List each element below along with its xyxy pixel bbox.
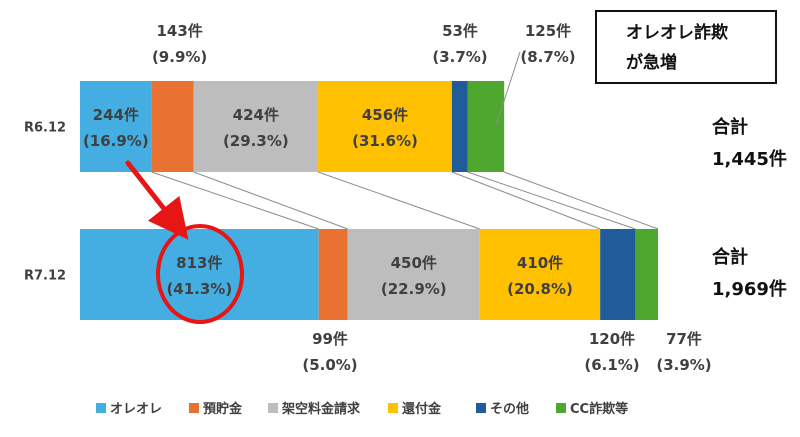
callout-text: オレオレ詐欺 xyxy=(626,22,728,43)
connector-line xyxy=(504,171,659,230)
legend-swatch-5 xyxy=(476,403,486,413)
bar-segment-6-R7.12 xyxy=(635,229,658,320)
legend: オレオレ 預貯金 架空料金請求 還付金 その他 CC詐欺等 xyxy=(96,401,628,417)
legend-swatch-4 xyxy=(388,403,398,413)
data-label-1-R6.12: 244件(16.9%) xyxy=(83,106,149,150)
data-label-4-R7.12: 410件(20.8%) xyxy=(507,254,573,298)
bar-segment-1-R6.12 xyxy=(80,81,152,172)
bar-segment-5-R6.12 xyxy=(451,81,468,172)
bar-segment-2-R6.12 xyxy=(151,81,194,172)
legend-label-5: その他 xyxy=(490,401,529,417)
callout-border xyxy=(595,10,777,84)
bar-segment-2-R7.12 xyxy=(318,229,348,320)
data-label-5-R7.12: 120件(6.1%) xyxy=(584,330,639,374)
bar-segment-6-R6.12 xyxy=(467,81,505,172)
data-label-2-R6.12: 143件(9.9%) xyxy=(152,22,207,66)
data-label-6-R7.12: 77件(3.9%) xyxy=(656,330,711,374)
data-label-2-R7.12: 99件(5.0%) xyxy=(302,330,357,374)
bar-segment-5-R7.12 xyxy=(600,229,636,320)
segment-connector-lines xyxy=(151,171,659,230)
total-heading-R7.12: 合計 xyxy=(712,246,748,268)
total-value-R7.12: 1,969件 xyxy=(712,278,787,300)
highlight-arrow xyxy=(125,160,189,240)
category-labels: R6.12 R7.12 xyxy=(24,121,66,284)
connector-line xyxy=(451,171,601,230)
data-label-1-R7.12: 813件(41.3%) xyxy=(166,254,232,298)
bar-segments xyxy=(80,81,658,320)
legend-label-1: オレオレ xyxy=(110,402,162,417)
legend-swatch-6 xyxy=(556,403,566,413)
legend-swatch-3 xyxy=(268,403,278,413)
data-label-3-R7.12: 450件(22.9%) xyxy=(381,254,447,298)
connector-line xyxy=(317,171,480,230)
bar-segment-3-R6.12 xyxy=(193,81,319,172)
legend-swatch-1 xyxy=(96,403,106,413)
highlight-circle xyxy=(156,224,244,324)
legend-label-3: 架空料金請求 xyxy=(281,401,361,417)
total-value-R6.12: 1,445件 xyxy=(712,148,787,170)
total-heading-R6.12: 合計 xyxy=(712,116,748,138)
data-label-3-R6.12: 424件(29.3%) xyxy=(223,106,289,150)
data-label-6-R6.12: 125件(8.7%) xyxy=(520,22,575,66)
legend-label-4: 還付金 xyxy=(402,401,442,417)
data-label-4-R6.12: 456件(31.6%) xyxy=(352,106,418,150)
legend-swatch-2 xyxy=(189,403,199,413)
bar-segment-3-R7.12 xyxy=(347,229,480,320)
leader-line xyxy=(495,51,521,127)
connector-line xyxy=(151,171,319,230)
legend-label-2: 預貯金 xyxy=(203,401,243,417)
category-label-R6.12: R6.12 xyxy=(24,121,66,136)
highlight-annotation xyxy=(125,160,244,324)
bar-segment-4-R7.12 xyxy=(479,229,601,320)
bar-segment-4-R6.12 xyxy=(318,81,452,172)
data-labels: 244件(16.9%) 813件(41.3%) 143件(9.9%) 99件(5.0%… xyxy=(83,22,712,374)
connector-line xyxy=(193,171,348,230)
callout-text: が急増 xyxy=(626,52,677,73)
category-label-R7.12: R7.12 xyxy=(24,269,66,284)
legend-label-6: CC詐欺等 xyxy=(570,401,628,417)
data-label-5-R6.12: 53件(3.7%) xyxy=(432,22,487,66)
connector-line xyxy=(467,171,636,230)
bar-segment-1-R7.12 xyxy=(80,229,319,320)
